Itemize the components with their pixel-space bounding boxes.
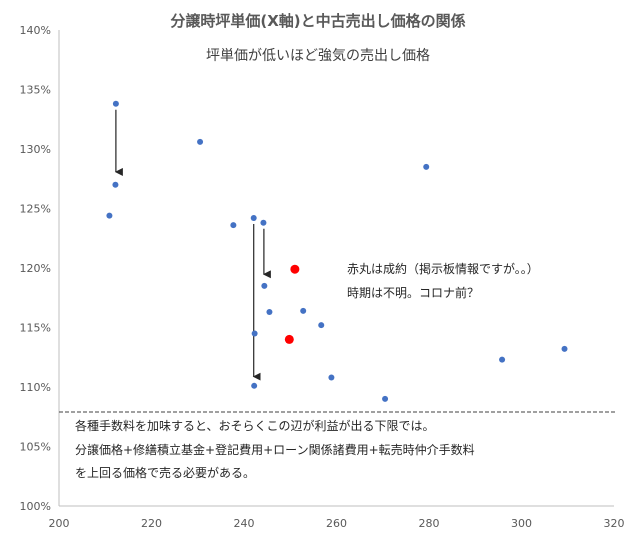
y-tick-label: 110%: [20, 381, 51, 394]
y-tick-label: 120%: [20, 262, 51, 275]
red-circle-note-line-1: 赤丸は成約（掲示板情報ですが。。）: [347, 261, 539, 276]
data-point: [106, 212, 113, 219]
data-point: [251, 330, 258, 337]
y-tick-label: 135%: [20, 84, 51, 97]
contracted-data-point: [284, 334, 294, 344]
data-point: [328, 374, 335, 381]
x-tick-label: 240: [234, 517, 255, 530]
data-point: [230, 222, 237, 229]
data-point: [423, 163, 430, 170]
x-tick-label: 280: [419, 517, 440, 530]
data-point: [251, 382, 258, 389]
data-point: [561, 345, 568, 352]
data-point: [250, 215, 257, 222]
y-tick-label: 105%: [20, 441, 51, 454]
x-tick-label: 220: [141, 517, 162, 530]
red-circle-note-line-2: 時期は不明。コロナ前？: [347, 285, 479, 300]
x-tick-label: 260: [326, 517, 347, 530]
data-point: [261, 282, 268, 289]
y-tick-label: 115%: [20, 322, 51, 335]
data-point: [318, 322, 325, 329]
x-tick-label: 320: [604, 517, 625, 530]
contracted-data-point: [290, 264, 300, 274]
points-group: [106, 100, 568, 402]
data-point: [112, 100, 119, 107]
data-point: [260, 219, 267, 226]
y-tick-label: 100%: [20, 500, 51, 513]
chart-title: 分譲時坪単価(X軸)と中古売出し価格の関係: [170, 12, 465, 30]
data-point: [112, 181, 119, 188]
data-point: [382, 395, 389, 402]
chart-subtitle: 坪単価が低いほど強気の売出し価格: [206, 48, 430, 64]
data-point: [266, 309, 273, 316]
data-point: [197, 138, 204, 145]
threshold-note-line-3: を上回る価格で売る必要がある。: [75, 465, 255, 480]
y-tick-label: 130%: [20, 143, 51, 156]
axes-group: 100% 105% 110% 115% 120% 125% 130% 135% 140% 200 2…: [20, 24, 625, 530]
y-tick-label: 140%: [20, 24, 51, 37]
threshold-note-line-2: 分譲価格+修繕積立基金+登記費用+ローン関係諸費用+転売時仲介手数料: [75, 442, 475, 457]
x-tick-label: 300: [511, 517, 532, 530]
y-tick-label: 125%: [20, 203, 51, 216]
x-tick-label: 200: [49, 517, 70, 530]
data-point: [300, 307, 307, 314]
arrows-group: [114, 109, 271, 381]
data-point: [499, 356, 506, 363]
threshold-note-line-1: 各種手数料を加味すると、おそらくこの辺が利益が出る下限では。: [75, 418, 435, 433]
